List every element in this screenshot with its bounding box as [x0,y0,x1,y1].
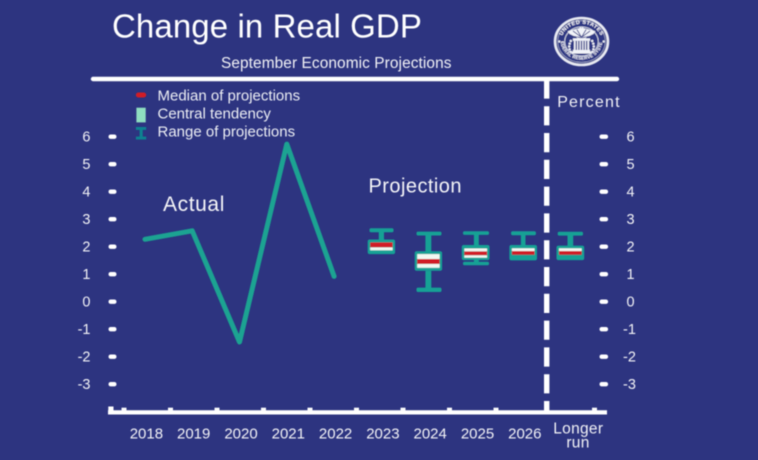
svg-text:September Economic Projections: September Economic Projections [221,55,452,72]
svg-text:1: 1 [626,267,634,283]
svg-text:2019: 2019 [177,426,210,443]
svg-text:2023: 2023 [366,426,399,443]
svg-text:2021: 2021 [272,426,305,443]
svg-text:-1: -1 [623,322,636,338]
svg-text:2022: 2022 [319,426,352,443]
svg-text:Range of projections: Range of projections [158,124,296,141]
svg-text:3: 3 [82,212,90,228]
svg-text:-3: -3 [623,377,636,393]
svg-text:6: 6 [82,130,90,146]
svg-text:3: 3 [626,212,634,228]
svg-text:2: 2 [82,240,90,256]
svg-text:2: 2 [626,240,634,256]
svg-text:Change in Real GDP: Change in Real GDP [112,8,422,45]
svg-text:0: 0 [82,295,90,311]
svg-text:run: run [566,435,589,452]
svg-text:2018: 2018 [130,426,163,443]
svg-text:Longer: Longer [553,421,603,438]
svg-text:Actual: Actual [163,193,225,216]
svg-text:2026: 2026 [508,426,541,443]
svg-text:Projection: Projection [369,176,462,198]
svg-text:-1: -1 [78,322,91,338]
svg-text:5: 5 [82,157,90,173]
svg-text:6: 6 [626,130,634,146]
svg-text:2025: 2025 [461,426,494,443]
svg-text:5: 5 [626,157,634,173]
svg-text:2020: 2020 [224,426,257,443]
svg-text:-3: -3 [78,377,91,393]
svg-text:-2: -2 [78,350,91,366]
svg-text:1: 1 [82,267,90,283]
svg-text:4: 4 [626,185,634,201]
svg-text:-2: -2 [623,350,636,366]
svg-text:0: 0 [626,295,634,311]
svg-text:2024: 2024 [414,426,447,443]
svg-text:Percent: Percent [557,94,621,111]
svg-text:Central tendency: Central tendency [158,105,272,122]
svg-text:4: 4 [82,185,90,201]
svg-text:Median of projections: Median of projections [158,87,301,104]
